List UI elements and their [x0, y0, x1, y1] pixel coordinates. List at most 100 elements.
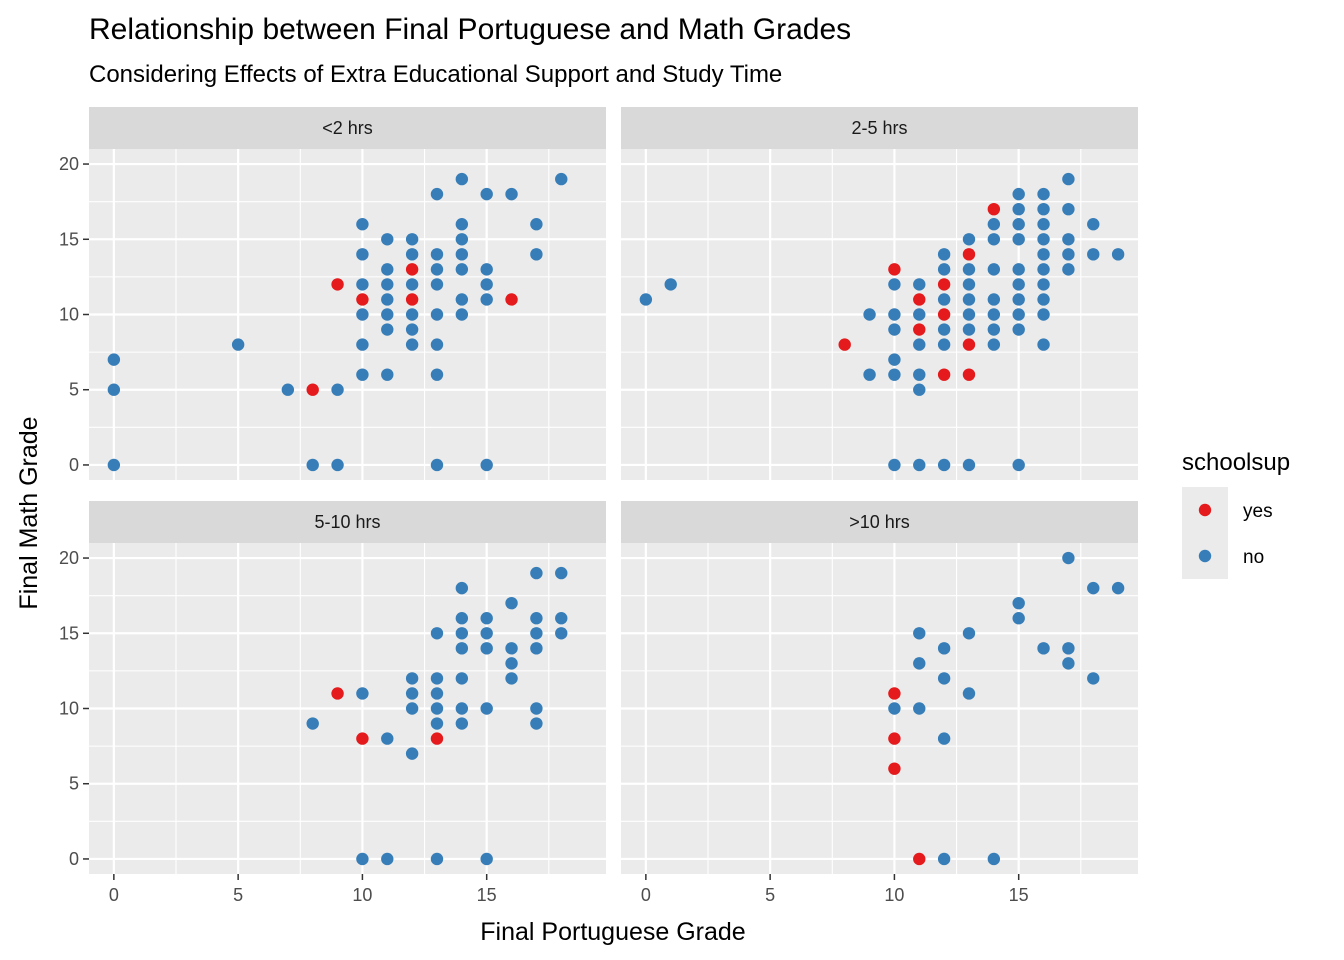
scatter-point-no — [381, 852, 394, 866]
scatter-point-no — [430, 278, 444, 291]
grid — [621, 149, 1138, 480]
scatter-point-no — [530, 642, 543, 655]
scatter-point-no — [480, 852, 493, 866]
scatter-point-no — [1111, 248, 1125, 261]
legend: schoolsup yes no — [1182, 449, 1290, 579]
scatter-point-no — [455, 172, 469, 186]
y-tick-label: 15 — [59, 229, 79, 249]
scatter-point-no — [987, 323, 1001, 336]
scatter-point-no — [962, 233, 976, 246]
scatter-point-yes — [331, 687, 344, 700]
facet-lt2: <2 hrs 0 5 10 15 20 — [59, 107, 606, 480]
scatter-point-no — [1062, 642, 1075, 655]
scatter-point-no — [405, 248, 419, 261]
scatter-point-no — [937, 458, 951, 472]
x-tick-label: 0 — [641, 885, 651, 905]
scatter-point-no — [455, 717, 469, 730]
facet-gt10: >10 hrs 0 5 10 15 — [621, 501, 1138, 905]
scatter-point-no — [913, 368, 926, 381]
scatter-point-no — [1062, 551, 1075, 565]
scatter-point-no — [1062, 248, 1075, 261]
scatter-point-no — [888, 323, 901, 336]
y-tick-label: 15 — [59, 623, 79, 643]
scatter-point-no — [430, 627, 444, 640]
scatter-point-no — [888, 278, 901, 291]
scatter-point-no — [530, 218, 543, 231]
scatter-point-no — [505, 596, 518, 610]
scatter-point-no — [107, 458, 121, 472]
scatter-point-no — [1087, 248, 1100, 261]
scatter-point-no — [962, 278, 976, 291]
scatter-point-no — [987, 218, 1001, 231]
scatter-point-no — [937, 248, 951, 261]
scatter-point-no — [356, 687, 369, 700]
scatter-point-no — [381, 278, 394, 291]
scatter-point-no — [1012, 187, 1025, 201]
scatter-point-no — [405, 338, 419, 351]
x-tick-label: 0 — [109, 885, 119, 905]
x-tick-label: 10 — [884, 885, 904, 905]
scatter-point-no — [455, 672, 469, 685]
scatter-point-no — [1037, 202, 1050, 216]
scatter-point-no — [1012, 293, 1025, 306]
scatter-point-no — [405, 233, 419, 246]
grid — [89, 543, 606, 874]
scatter-point-no — [913, 657, 926, 670]
scatter-point-no — [937, 323, 951, 336]
scatter-point-no — [455, 642, 469, 655]
scatter-point-no — [455, 233, 469, 246]
data-points — [639, 172, 1125, 472]
scatter-point-no — [1037, 308, 1050, 321]
scatter-point-no — [331, 458, 344, 472]
scatter-point-no — [480, 263, 493, 276]
scatter-point-no — [664, 278, 677, 291]
scatter-point-no — [455, 293, 469, 306]
scatter-point-no — [1037, 187, 1050, 201]
scatter-point-no — [455, 218, 469, 231]
x-tick-label: 5 — [233, 885, 243, 905]
chart-subtitle: Considering Effects of Extra Educational… — [89, 61, 782, 88]
y-tick-label: 0 — [69, 849, 79, 869]
scatter-point-no — [405, 278, 419, 291]
scatter-point-no — [1012, 263, 1025, 276]
scatter-point-yes — [888, 263, 901, 276]
scatter-point-no — [1062, 202, 1075, 216]
scatter-point-no — [913, 383, 926, 396]
y-axis-title: Final Math Grade — [15, 416, 43, 609]
scatter-point-no — [1037, 293, 1050, 306]
scatter-point-no — [1037, 338, 1050, 351]
scatter-point-no — [1012, 323, 1025, 336]
scatter-point-yes — [405, 293, 419, 306]
scatter-point-no — [356, 218, 369, 231]
data-points — [888, 551, 1125, 866]
scatter-point-no — [430, 458, 444, 472]
scatter-point-no — [455, 627, 469, 640]
scatter-point-no — [107, 383, 121, 396]
scatter-point-no — [356, 338, 369, 351]
scatter-point-no — [1037, 248, 1050, 261]
scatter-point-no — [962, 627, 976, 640]
scatter-point-no — [1012, 612, 1025, 625]
scatter-point-yes — [306, 383, 319, 396]
facet-strip-label: 2-5 hrs — [851, 118, 907, 138]
scatter-point-no — [480, 642, 493, 655]
legend-key-no — [1198, 549, 1212, 563]
scatter-point-no — [639, 293, 653, 306]
scatter-point-no — [480, 278, 493, 291]
scatter-point-yes — [937, 278, 951, 291]
scatter-point-no — [381, 732, 394, 745]
scatter-point-no — [555, 566, 568, 580]
scatter-point-yes — [356, 732, 369, 745]
scatter-point-no — [962, 308, 976, 321]
scatter-point-no — [505, 642, 518, 655]
scatter-point-no — [863, 368, 876, 381]
scatter-point-yes — [987, 202, 1001, 216]
scatter-point-no — [405, 747, 419, 760]
scatter-point-no — [888, 353, 901, 366]
data-points — [107, 172, 568, 472]
facet-strip — [89, 107, 606, 149]
scatter-point-no — [987, 263, 1001, 276]
legend-key-yes — [1198, 503, 1212, 517]
scatter-point-no — [107, 353, 121, 366]
scatter-point-no — [530, 248, 543, 261]
